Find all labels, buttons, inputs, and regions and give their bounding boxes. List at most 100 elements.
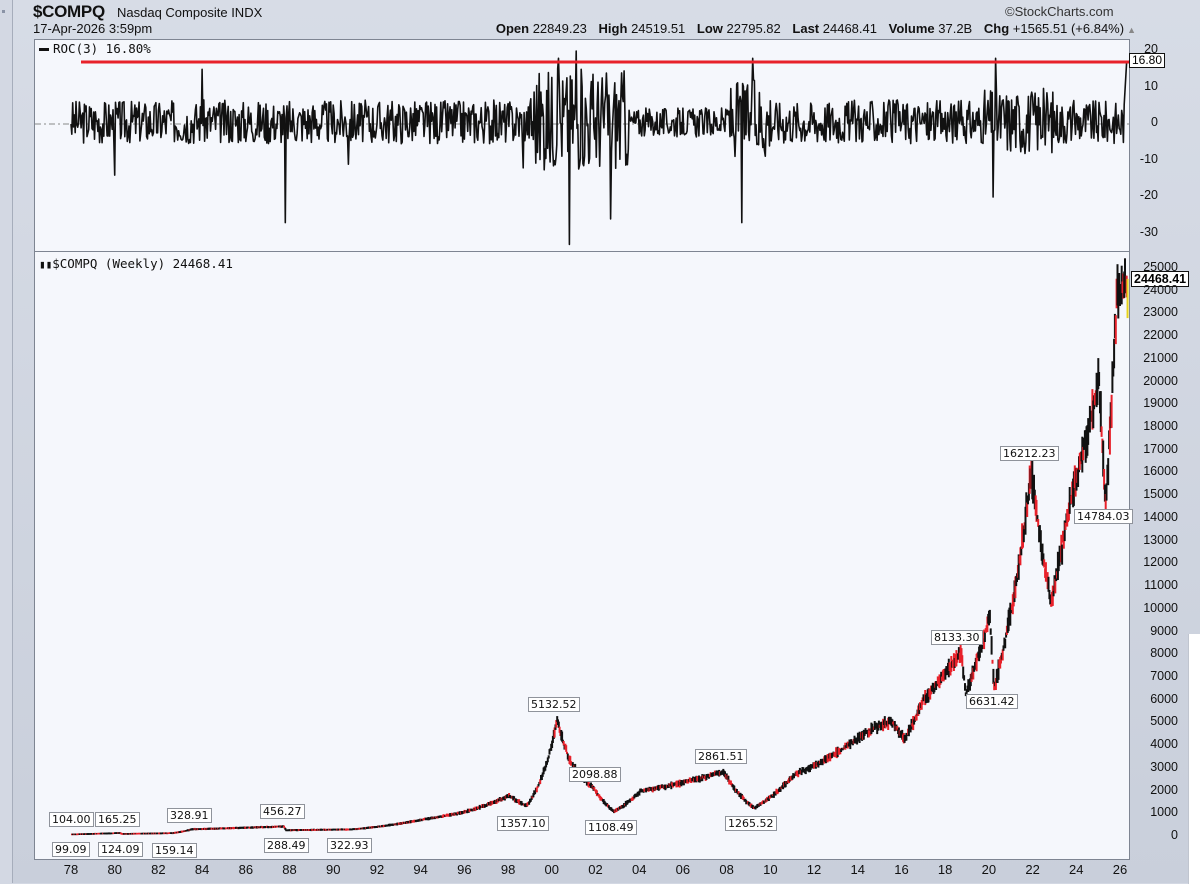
annotation-high: 16212.23 — [1000, 446, 1059, 461]
x-tick-label: 88 — [282, 862, 297, 877]
price-y-tick-label: 23000 — [1143, 305, 1178, 320]
price-y-tick-label: 25000 — [1143, 260, 1178, 274]
annotation-low: 99.09 — [52, 842, 90, 857]
annotation-low: 288.49 — [264, 838, 309, 853]
price-y-tick-label: 24000 — [1143, 282, 1178, 297]
x-tick-label: 92 — [369, 862, 385, 877]
x-tick-label: 24 — [1069, 862, 1084, 877]
annotation-high: 2861.51 — [695, 749, 747, 764]
annotation-low: 1108.49 — [585, 820, 637, 835]
roc-y-tick-label: 0 — [1151, 115, 1158, 129]
annotation-high: 5132.52 — [528, 697, 580, 712]
annotation-high: 2098.88 — [569, 767, 621, 782]
price-y-tick-label: 5000 — [1150, 714, 1178, 729]
index-name: Nasdaq Composite — [117, 5, 228, 20]
price-y-tick-label: 12000 — [1143, 555, 1178, 570]
roc-legend: ROC(3) 16.80% — [39, 41, 151, 56]
copyright-link[interactable]: ©StockCharts.com — [1005, 4, 1114, 19]
x-tick-label: 96 — [457, 862, 472, 877]
low-label: Low — [696, 21, 723, 36]
x-tick-label: 02 — [588, 862, 603, 877]
last-value: 24468.41 — [822, 21, 877, 36]
ohlc-summary: Open 22849.23 High 24519.51 Low 22795.82… — [488, 21, 1136, 36]
x-tick-label: 20 — [981, 862, 997, 877]
change-label: Chg — [983, 21, 1010, 36]
x-tick-label: 04 — [631, 862, 647, 877]
x-tick-label: 06 — [675, 862, 691, 877]
price-y-tick-label: 16000 — [1143, 464, 1178, 479]
price-y-tick-label: 0 — [1171, 828, 1178, 842]
price-y-tick-label: 20000 — [1143, 373, 1178, 388]
volume-value: 37.2B — [938, 21, 973, 36]
annotation-high: 456.27 — [260, 804, 305, 819]
annotation-high: 8133.30 — [931, 630, 983, 645]
x-tick-label: 98 — [500, 862, 516, 877]
roc-y-tick-label: -20 — [1139, 188, 1158, 202]
annotation-low: 1265.52 — [725, 816, 777, 831]
x-tick-label: 80 — [107, 862, 122, 877]
x-tick-label: 08 — [719, 862, 734, 877]
price-y-tick-label: 8000 — [1150, 646, 1178, 661]
window-edge-marker — [2, 10, 5, 13]
x-tick-label: 78 — [63, 862, 79, 877]
quote-datetime: 17-Apr-2026 3:59pm — [33, 21, 153, 36]
high-label: High — [598, 21, 628, 36]
legend-line-icon — [39, 48, 49, 51]
roc-title: ROC(3) 16.80% — [53, 41, 151, 56]
high-value: 24519.51 — [631, 21, 686, 36]
price-y-tick-label: 19000 — [1143, 396, 1178, 411]
price-y-tick-label: 18000 — [1143, 419, 1178, 434]
annotation-low: 124.09 — [98, 842, 143, 857]
price-y-tick-label: 6000 — [1150, 691, 1178, 706]
x-tick-label: 14 — [850, 862, 865, 877]
price-y-tick-label: 1000 — [1150, 805, 1178, 820]
annotation-high: 328.91 — [167, 808, 212, 823]
price-y-tick-label: 10000 — [1143, 600, 1178, 615]
roc-y-tick-label: 20 — [1144, 42, 1158, 56]
price-y-tick-label: 2000 — [1150, 782, 1178, 797]
last-price-tag: 24468.41 — [1131, 271, 1190, 287]
annotation-low: 1357.10 — [497, 816, 549, 831]
symbol-name: Nasdaq Composite INDX — [117, 5, 262, 20]
open-label: Open — [495, 21, 530, 36]
x-tick-label: 90 — [326, 862, 341, 877]
x-tick-label: 84 — [194, 862, 210, 877]
symbol-title: $COMPQ — [33, 2, 105, 21]
candle-icon: ▮▮ — [39, 258, 53, 271]
price-y-tick-label: 3000 — [1150, 759, 1178, 774]
annotation-low: 6631.42 — [966, 694, 1018, 709]
annotation-low: 14784.03 — [1074, 509, 1133, 524]
annotation-low: 322.93 — [327, 838, 372, 853]
price-y-tick-label: 14000 — [1143, 509, 1178, 524]
roc-value-tag: 16.80 — [1129, 53, 1166, 68]
price-y-tick-label: 17000 — [1143, 441, 1178, 456]
price-y-tick-label: 21000 — [1143, 350, 1178, 365]
x-tick-label: 82 — [151, 862, 166, 877]
price-panel[interactable]: ▮▮$COMPQ (Weekly) 24468.41 — [34, 251, 1130, 860]
exchange-label: INDX — [231, 5, 263, 20]
up-triangle-icon: ▲ — [1127, 25, 1136, 35]
x-tick-label: 16 — [894, 862, 909, 877]
price-legend: ▮▮$COMPQ (Weekly) 24468.41 — [39, 256, 233, 271]
annotation-low: 159.14 — [152, 843, 197, 858]
low-value: 22795.82 — [726, 21, 781, 36]
price-plot — [71, 258, 1129, 836]
x-tick-label: 26 — [1112, 862, 1128, 877]
roc-y-tick-label: 10 — [1144, 78, 1158, 93]
roc-y-tick-label: -30 — [1139, 224, 1158, 239]
open-value: 22849.23 — [532, 21, 587, 36]
roc-panel[interactable]: ROC(3) 16.80% — [34, 39, 1130, 253]
x-tick-label: 22 — [1025, 862, 1040, 877]
roc-y-tick-label: -10 — [1139, 151, 1158, 166]
x-tick-label: 12 — [806, 862, 822, 877]
x-tick-label: 10 — [763, 862, 778, 877]
price-y-tick-label: 22000 — [1143, 328, 1178, 343]
price-y-tick-label: 4000 — [1150, 737, 1178, 752]
change-value: +1565.51 (+6.84%) — [1012, 21, 1125, 36]
x-tick-label: 18 — [937, 862, 953, 877]
x-tick-label: 94 — [413, 862, 428, 877]
annotation-high: 165.25 — [95, 812, 140, 827]
annotation-high: 104.00 — [49, 812, 94, 827]
roc-plot — [35, 50, 1129, 246]
volume-label: Volume — [888, 21, 935, 36]
